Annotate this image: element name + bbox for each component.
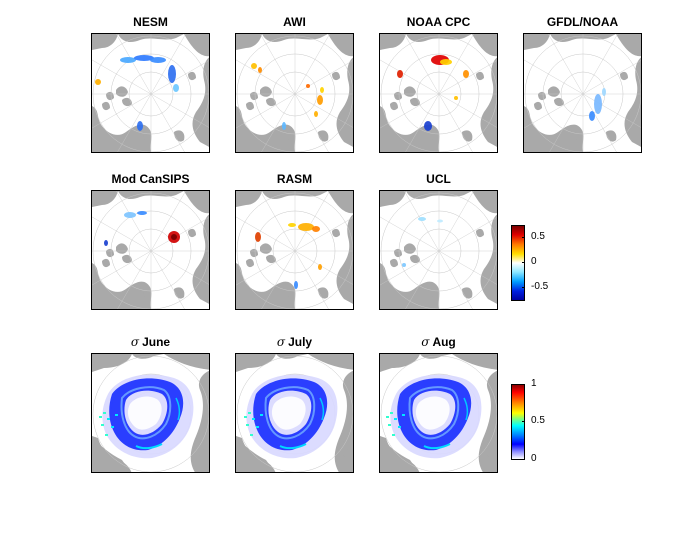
anomaly-patch [168,65,176,83]
map-graphic [236,191,353,309]
panel-title: NESM [133,15,168,29]
panel-title: σ July [215,335,374,349]
arctic-map [379,190,498,310]
anomaly-patch [95,79,101,85]
map-graphic [236,34,353,152]
panel-title: σ Aug [359,335,518,349]
anomaly-patch [137,121,143,131]
map-panel-sigma-july: σ July [235,335,354,473]
anomaly-patch [440,59,452,65]
anomaly-patch [255,232,261,242]
arctic-map [235,190,354,310]
anomaly-patch [124,212,136,218]
anomaly-patch [298,223,314,231]
anomaly-patch [134,55,154,61]
panel-title: AWI [283,15,306,29]
map-panel-noaa-cpc: NOAA CPC [379,15,498,153]
panel-title: σ June [71,335,230,349]
map-panel-mod-cansips: Mod CanSIPS [91,172,210,310]
map-panel-gfdl-noaa: GFDL/NOAA [523,15,642,153]
anomaly-patch [282,122,286,130]
colorbar-sigma: 1 0.5 0 [511,378,571,464]
colorbar-sigma-gradient [511,384,525,460]
map-panel-sigma-june: σ June [91,335,210,473]
anomaly-patch [314,111,318,117]
anomaly-patch [137,211,147,215]
colorbar-tick: 0.5 [531,415,545,426]
anomaly-patch [463,70,469,78]
colorbar-tick: -0.5 [531,281,549,292]
anomaly-patch [104,240,108,246]
anomaly-patch [437,219,443,223]
anomaly-patch [424,121,432,131]
anomaly-patch [402,263,406,267]
arctic-map [91,353,210,473]
colorbar-anomaly: 0.5 0 -0.5 [511,225,571,301]
panel-title-text: Aug [432,335,456,349]
map-panel-nesm: NESM [91,15,210,153]
anomaly-patch [258,67,262,73]
map-panel-ucl: UCL [379,172,498,310]
anomaly-patch [294,281,298,289]
map-graphic [380,191,497,309]
anomaly-patch [171,234,177,240]
arctic-map [91,33,210,153]
colorbar-tick: 1 [531,378,537,389]
panel-title: RASM [276,172,313,186]
colorbar-tick: 0 [531,453,537,464]
anomaly-patch [418,217,426,221]
anomaly-patch [251,63,257,69]
arctic-map [91,190,210,310]
map-graphic [92,34,209,152]
sigma-symbol: σ [130,335,140,349]
map-graphic [524,34,641,152]
arctic-map [379,33,498,153]
anomaly-patch [317,95,323,105]
panel-title-text: July [288,335,313,349]
anomaly-patch [397,70,403,78]
anomaly-patch [589,111,595,121]
map-graphic [92,191,209,309]
map-panel-rasm: RASM [235,172,354,310]
sigma-symbol: σ [421,335,430,349]
map-panel-sigma-aug: σ Aug [379,335,498,473]
arctic-map [523,33,642,153]
colorbar-anomaly-gradient [511,225,525,301]
map-graphic [92,354,209,472]
arctic-map [235,33,354,153]
anomaly-patch [594,94,602,114]
panel-title: GFDL/NOAA [546,15,619,29]
anomaly-patch [312,226,320,232]
anomaly-patch [306,84,310,88]
anomaly-patch [454,96,458,100]
anomaly-patch [288,223,296,227]
anomaly-patch [602,88,606,96]
anomaly-patch [120,57,136,63]
panel-title-text: June [142,335,171,349]
anomaly-patch [320,87,324,93]
anomaly-patch [318,264,322,270]
map-panel-awi: AWI [235,15,354,153]
arctic-map [379,353,498,473]
colorbar-tick: 0.5 [531,231,545,242]
map-graphic [380,34,497,152]
anomaly-patch [173,84,179,92]
sigma-symbol: σ [276,335,286,349]
panel-title: UCL [426,172,451,186]
panel-title: Mod CanSIPS [111,172,190,186]
colorbar-tick: 0 [531,256,537,267]
map-graphic [236,354,353,472]
arctic-map [235,353,354,473]
anomaly-patch [150,57,166,63]
panel-title: NOAA CPC [406,15,471,29]
map-graphic [380,354,497,472]
